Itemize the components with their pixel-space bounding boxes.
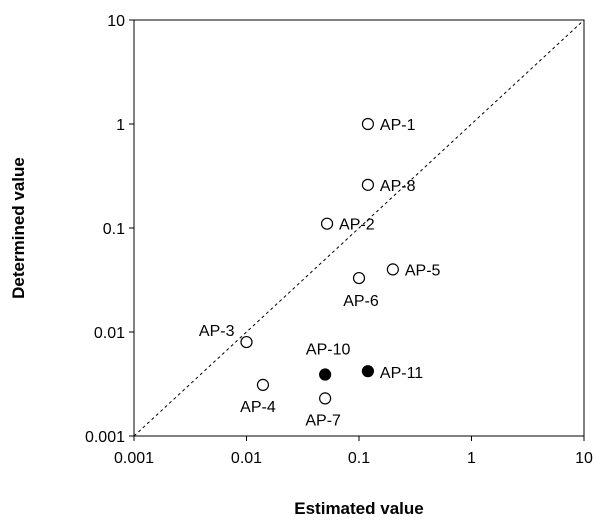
point-label-ap-11: AP-11 <box>380 365 423 382</box>
y-tick-label: 0.001 <box>85 429 125 446</box>
x-tick-label: 0.1 <box>348 450 370 467</box>
point-label-ap-5: AP-5 <box>405 262 441 279</box>
point-label-ap-4: AP-4 <box>240 399 276 416</box>
y-tick-label: 1 <box>116 117 125 134</box>
data-point-ap-5 <box>386 263 399 276</box>
data-point-ap-6 <box>352 271 366 285</box>
data-points <box>240 117 399 405</box>
data-point-ap-10 <box>319 368 332 381</box>
x-tick-label: 0.01 <box>231 450 262 467</box>
point-label-ap-3: AP-3 <box>199 323 235 340</box>
data-point-ap-7 <box>319 392 332 405</box>
y-axis-title: Determined value <box>9 157 28 299</box>
x-tick-label: 10 <box>575 450 593 467</box>
y-axis-ticks: 0.001 0.01 0.1 1 10 <box>85 13 134 446</box>
point-label-ap-1: AP-1 <box>380 117 416 134</box>
point-label-ap-6: AP-6 <box>343 293 379 310</box>
point-label-ap-8: AP-8 <box>380 178 416 195</box>
x-tick-label: 0.001 <box>114 450 154 467</box>
data-point-ap-2 <box>320 217 334 230</box>
data-point-ap-8 <box>361 178 375 191</box>
data-point-ap-3 <box>240 335 253 349</box>
point-labels: AP-1 AP-8 AP-2 AP-5 AP-6 AP-3 AP-10 AP-11 AP-4 AP… <box>199 117 441 429</box>
reference-line <box>133 19 585 437</box>
data-point-ap-11 <box>361 365 375 378</box>
point-label-ap-2: AP-2 <box>339 217 375 234</box>
x-tick-label: 1 <box>467 450 476 467</box>
y-tick-label: 0.01 <box>94 325 125 342</box>
y-tick-label: 10 <box>107 13 125 30</box>
x-axis-ticks: 0.001 0.01 0.1 1 10 <box>114 436 593 467</box>
data-point-ap-4 <box>256 378 270 391</box>
x-axis-title: Estimated value <box>294 499 423 518</box>
point-label-ap-7: AP-7 <box>305 412 341 429</box>
point-label-ap-10: AP-10 <box>306 342 351 359</box>
data-point-ap-1 <box>361 117 375 131</box>
y-tick-label: 0.1 <box>103 221 125 238</box>
